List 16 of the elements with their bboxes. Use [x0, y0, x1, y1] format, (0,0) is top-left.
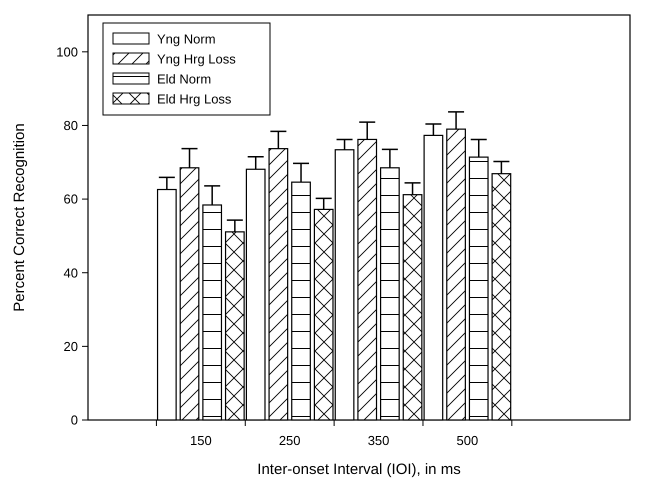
- y-tick-label: 40: [64, 265, 78, 280]
- legend-label: Yng Norm: [157, 32, 216, 47]
- legend-label: Eld Hrg Loss: [157, 92, 232, 107]
- x-tick-label: 350: [368, 433, 390, 448]
- y-tick-label: 0: [70, 412, 78, 428]
- x-tick-label: 150: [190, 433, 212, 448]
- y-axis-title: Percent Correct Recognition: [11, 123, 28, 312]
- y-tick-label: 20: [64, 338, 78, 354]
- legend-label: Yng Hrg Loss: [157, 52, 236, 67]
- legend-label: Eld Norm: [157, 72, 212, 87]
- x-tick-label: 250: [278, 433, 301, 448]
- y-tick-label: 80: [64, 118, 78, 134]
- y-tick-label: 60: [64, 192, 78, 207]
- x-axis-title: Inter-onset Interval (IOI), in ms: [257, 461, 461, 478]
- x-tick-label: 500: [456, 433, 478, 448]
- y-tick-label: 100: [56, 44, 78, 60]
